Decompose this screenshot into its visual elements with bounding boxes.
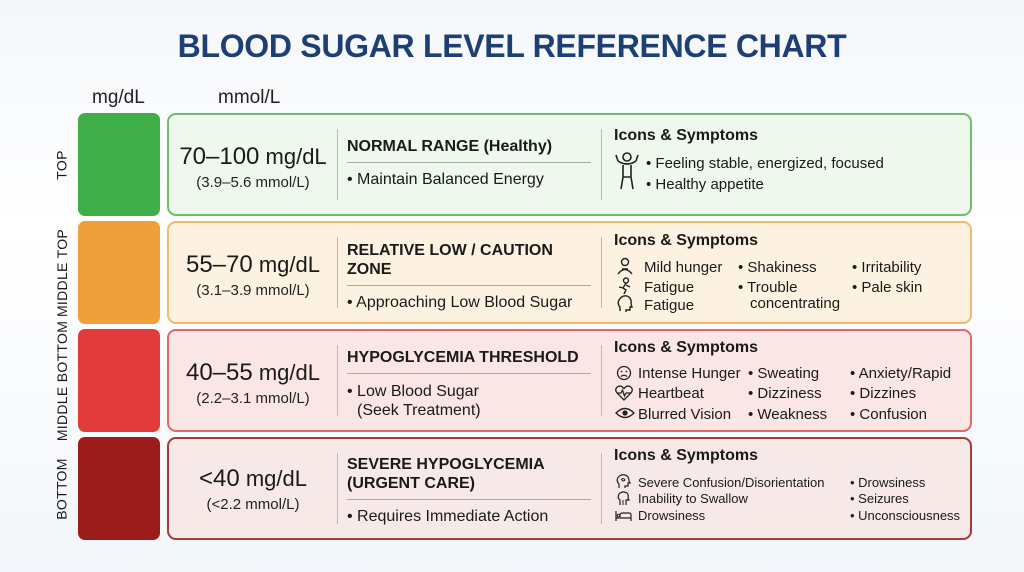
range-value: <40 (199, 465, 240, 492)
range-mmol: (2.2–3.1 mmol/L) (196, 390, 310, 407)
symptom: • Pale skin (852, 279, 923, 296)
range-value: 70–100 (179, 143, 260, 170)
symptoms-title: Icons & Symptoms (614, 339, 759, 356)
row-card-top: 70–100 mg/dL (3.9–5.6 mmol/L) NORMAL RAN… (167, 113, 972, 216)
range-value: 55–70 (185, 251, 253, 278)
symptom: • Anxiety/Rapid (850, 365, 952, 382)
band-middle-bottom (78, 329, 160, 432)
row-card-bottom: <40 mg/dL (<2.2 mmol/L) SEVERE HYPOGLYCE… (167, 437, 972, 540)
symptom: • Healthy appetite (646, 176, 764, 193)
range-value: 40–55 (185, 359, 253, 386)
symptom: • Unconsciousness (850, 508, 961, 523)
band-bottom (78, 437, 160, 540)
zone-description: • Maintain Balanced Energy (347, 171, 544, 188)
symptom: • Weakness (748, 406, 828, 423)
zone-description: • Low Blood Sugar (Seek Treatment) (347, 383, 481, 419)
range-mmol: (3.1–3.9 mmol/L) (196, 282, 310, 299)
symptom: Blurred Vision (638, 406, 732, 423)
symptom: • Confusion (850, 406, 927, 423)
chart-title: BLOOD SUGAR LEVEL REFERENCE CHART (177, 28, 847, 64)
symptom: • Dizzines (850, 385, 917, 402)
symptoms-title: Icons & Symptoms (614, 232, 759, 249)
head-icon (617, 295, 633, 312)
symptom: • Trouble (738, 279, 798, 296)
side-label-bottom: BOTTOM (54, 457, 70, 520)
symptom: • Shakiness (738, 259, 817, 276)
zone-heading: RELATIVE LOW / CAUTION ZONE (347, 241, 591, 286)
symptom: • Seizures (850, 491, 909, 506)
range-unit: mg/dL (239, 466, 307, 491)
symptom: • Dizziness (748, 385, 822, 402)
symptom: Heartbeat (638, 385, 704, 402)
symptom: • Sweating (748, 365, 820, 382)
row-card-middle-bottom: 40–55 mg/dL (2.2–3.1 mmol/L) HYPOGLYCEMI… (167, 329, 972, 432)
person-tired-icon (618, 277, 631, 295)
zone-heading: NORMAL RANGE (Healthy) (347, 137, 591, 163)
zone-heading: SEVERE HYPOGLYCEMIA (URGENT CARE) (347, 455, 591, 500)
eye-icon (615, 407, 635, 419)
zone-heading: HYPOGLYCEMIA THRESHOLD (347, 348, 591, 374)
range-unit: mg/dL (252, 360, 320, 385)
column-header-mmol: mmol/L (218, 87, 281, 108)
symptom: concentrating (750, 295, 841, 312)
throat-icon (617, 491, 630, 505)
symptom: • Feeling stable, energized, focused (646, 155, 884, 172)
zone-description: • Approaching Low Blood Sugar (347, 294, 573, 311)
symptom: Intense Hunger (638, 365, 741, 382)
symptom: Mild hunger (644, 259, 723, 276)
symptom: Severe Confusion/Disorientation (638, 475, 825, 490)
range-unit: mg/dL (259, 144, 327, 169)
zone-description: • Requires Immediate Action (347, 508, 549, 525)
side-label-top: TOP (54, 149, 70, 180)
symptom: Fatigue (644, 279, 695, 296)
column-header-mgdl: mg/dL (92, 87, 145, 108)
range-mmol: (<2.2 mmol/L) (206, 496, 300, 513)
sad-face-icon (616, 365, 632, 381)
symptom: Fatigue (644, 297, 695, 314)
band-top (78, 113, 160, 216)
range-mmol: (3.9–5.6 mmol/L) (196, 174, 310, 191)
person-hunger-icon (617, 257, 633, 275)
symptom: • Irritability (852, 259, 922, 276)
dizzy-head-icon (616, 474, 631, 488)
symptom: • Drowsiness (850, 475, 926, 490)
symptoms-title: Icons & Symptoms (614, 127, 759, 144)
band-middle-top (78, 221, 160, 324)
person-flexing-icon (615, 152, 639, 190)
side-label-middle-top: MIDDLE TOP (54, 228, 70, 317)
range: 70–100 mg/dL (3.9–5.6 mmol/L) (169, 143, 337, 191)
side-label-middle-bottom: MIDDLE BOTTOM (54, 320, 71, 441)
symptom: Inability to Swallow (638, 491, 748, 506)
bed-icon (615, 511, 632, 521)
heartbeat-icon (615, 385, 633, 401)
symptom: Drowsiness (638, 508, 706, 523)
row-card-middle-top: 55–70 mg/dL (3.1–3.9 mmol/L) RELATIVE LO… (167, 221, 972, 324)
range-unit: mg/dL (252, 252, 320, 277)
symptoms-title: Icons & Symptoms (614, 447, 759, 464)
